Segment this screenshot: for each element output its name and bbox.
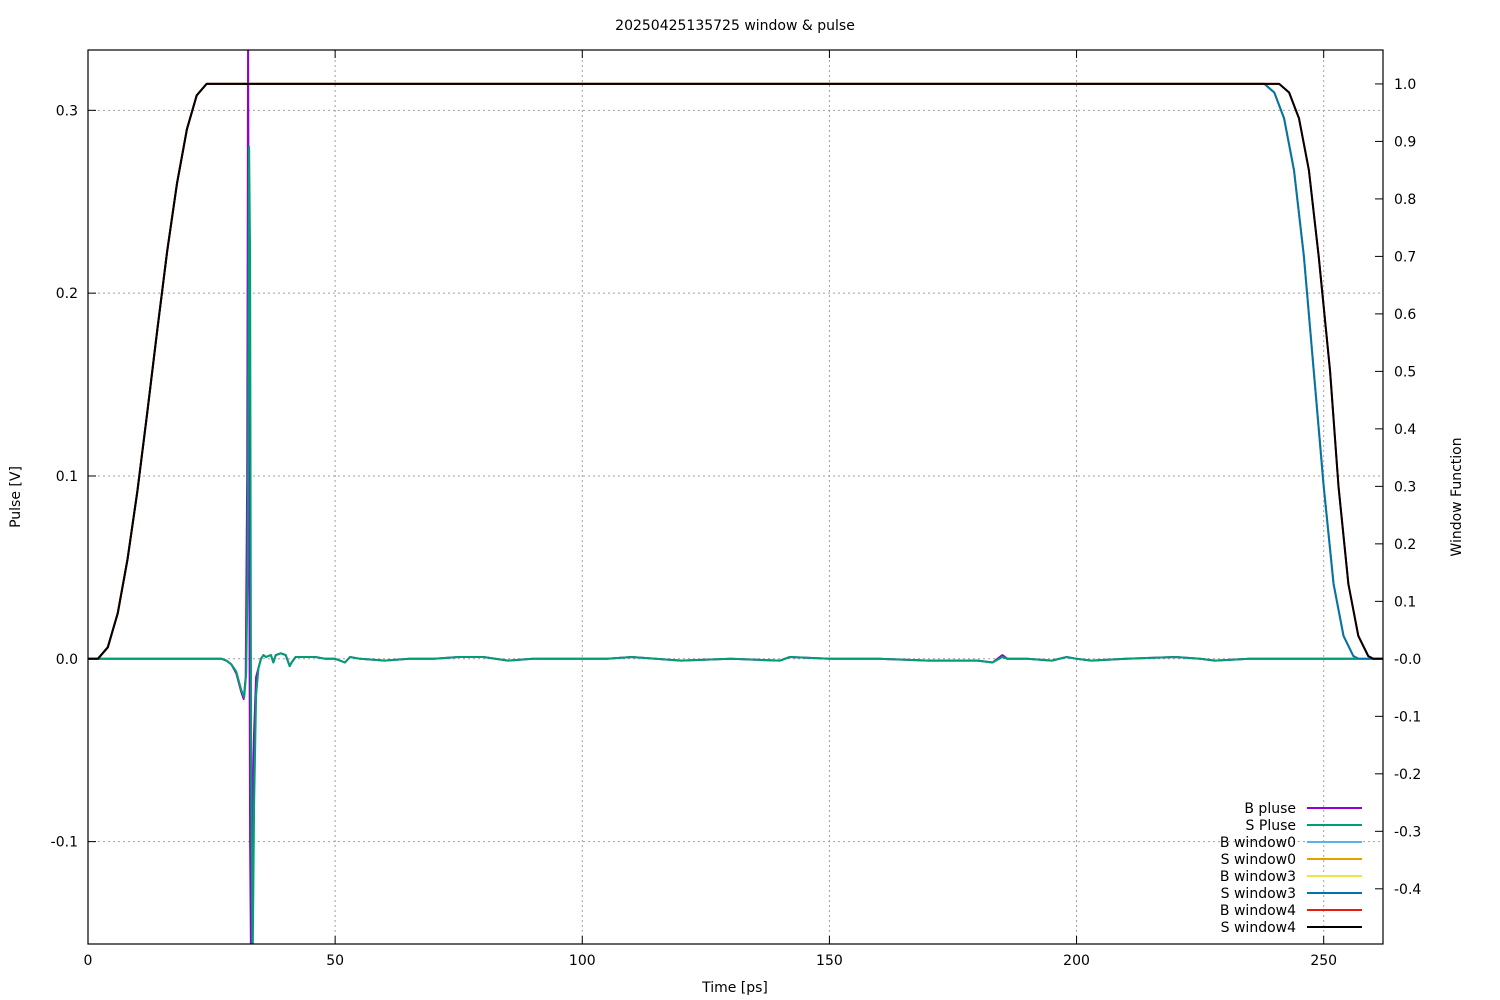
y-axis-label: Pulse [V] — [8, 466, 24, 528]
series-line-s-window0 — [88, 82, 1383, 660]
legend-label: B window4 — [1220, 903, 1296, 919]
y2-tick-label: 0.7 — [1394, 249, 1416, 265]
y-tick-label: 0.0 — [56, 652, 78, 668]
y2-tick-label: 0.2 — [1394, 537, 1416, 553]
y2-tick-label: 0.6 — [1394, 307, 1416, 323]
y2-axis-label: Window Function — [1449, 437, 1465, 556]
y2-tick-label: 1.0 — [1394, 77, 1416, 93]
ticks: 0 50 100 150 200 250 -0.1 0.0 0.1 0.2 0.3 -0.4 -0.3 -… — [51, 50, 1421, 969]
x-tick-label: 0 — [84, 953, 93, 969]
y2-tick-label: -0.3 — [1394, 824, 1421, 840]
y2-tick-label: -0.0 — [1394, 652, 1421, 668]
y2-tick-label: 0.5 — [1394, 364, 1416, 380]
legend-label: S window0 — [1221, 852, 1296, 868]
y-tick-label: 0.1 — [56, 469, 78, 485]
legend-label: S window3 — [1221, 886, 1296, 902]
plot-border — [87, 49, 1384, 945]
y2-tick-label: 0.8 — [1394, 192, 1416, 208]
x-tick-label: 100 — [569, 953, 596, 969]
x-tick-label: 150 — [816, 953, 843, 969]
x-tick-label: 50 — [326, 953, 344, 969]
series-line-b-pluse — [88, 50, 1383, 944]
y2-tick-label: 0.4 — [1394, 422, 1416, 438]
y2-tick-label: 0.9 — [1394, 134, 1416, 150]
x-tick-label: 200 — [1063, 953, 1090, 969]
series-line-s-window3 — [88, 82, 1383, 660]
legend-label: B window3 — [1220, 869, 1296, 885]
chart-title: 20250425135725 window & pulse — [615, 18, 855, 34]
series-line-s-pluse — [88, 145, 1383, 944]
series-line-s-window4 — [88, 82, 1383, 660]
legend-label: B window0 — [1220, 835, 1296, 851]
legend-label: S Pluse — [1246, 818, 1296, 834]
legend-label: S window4 — [1221, 920, 1296, 936]
y2-tick-label: -0.1 — [1394, 709, 1421, 725]
series-line-b-window4 — [88, 82, 1383, 660]
series-line-b-window3 — [88, 82, 1383, 660]
y-tick-label: 0.3 — [56, 103, 78, 119]
series-line-b-window0 — [88, 82, 1383, 660]
y-tick-label: -0.1 — [51, 835, 78, 851]
y2-tick-label: -0.4 — [1394, 882, 1421, 898]
y-tick-label: 0.2 — [56, 286, 78, 302]
y2-tick-label: -0.2 — [1394, 767, 1421, 783]
series-lines — [88, 50, 1383, 944]
x-axis-label: Time [ps] — [701, 980, 768, 996]
y2-tick-label: 0.1 — [1394, 594, 1416, 610]
legend-label: B pluse — [1244, 801, 1296, 817]
y2-tick-label: 0.3 — [1394, 479, 1416, 495]
grid — [88, 50, 1383, 944]
x-tick-label: 250 — [1310, 953, 1337, 969]
